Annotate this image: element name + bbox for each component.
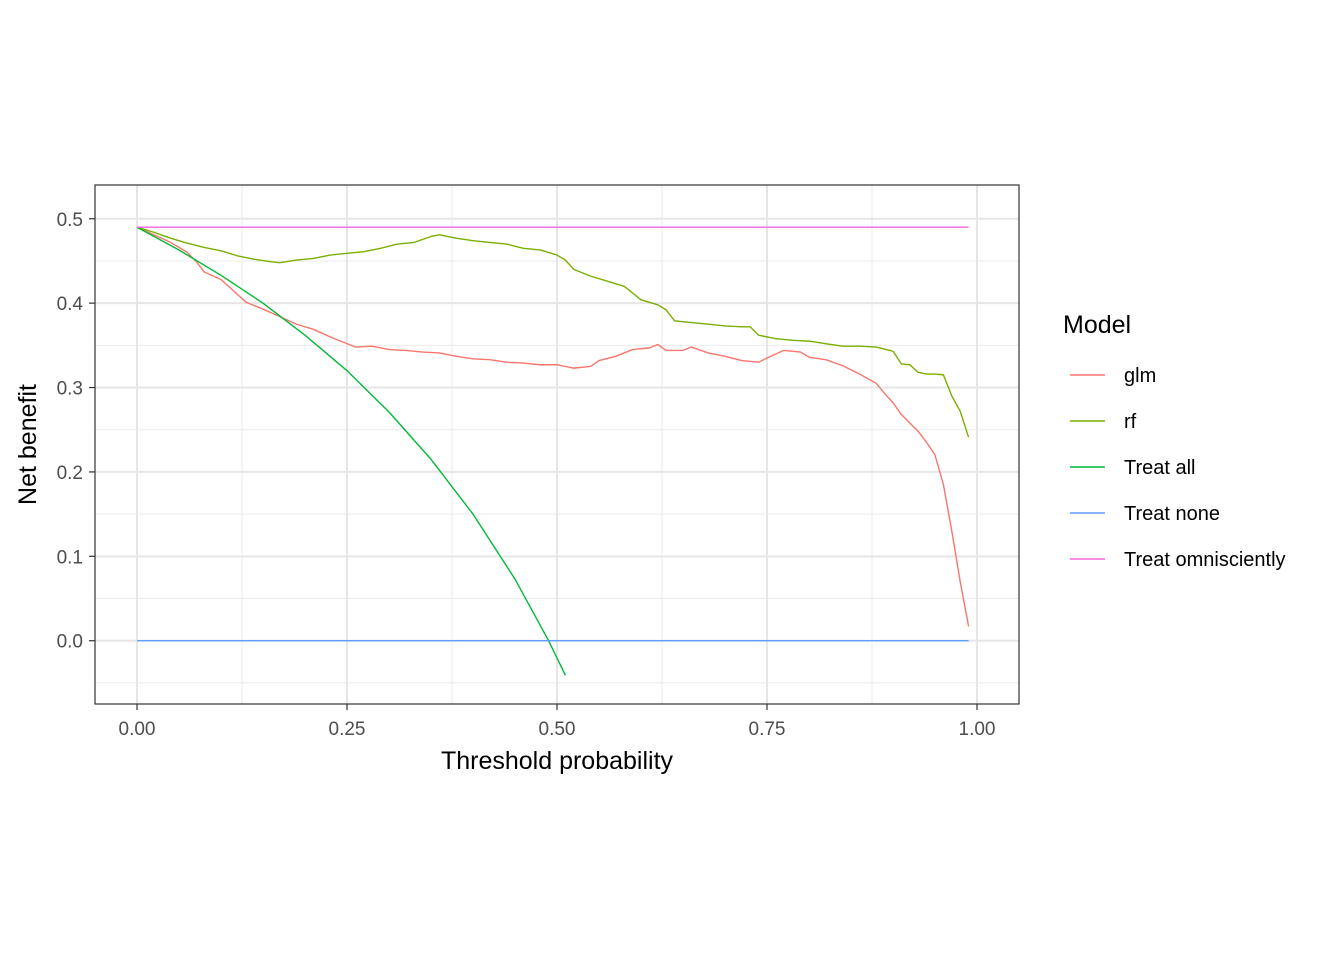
y-tick-label: 0.0 — [57, 632, 83, 653]
y-tick-label: 0.4 — [57, 294, 84, 315]
y-tick-label: 0.2 — [57, 463, 83, 484]
legend-label: Treat none — [1124, 503, 1220, 525]
x-tick-label: 0.50 — [539, 719, 576, 740]
legend-items: glm rf Treat all Treat none Treat omniscient… — [1070, 365, 1286, 571]
y-axis-title: Net benefit — [14, 384, 42, 505]
x-tick-label: 0.25 — [329, 719, 366, 740]
y-tick-label: 0.5 — [57, 210, 83, 231]
legend-label: Treat all — [1124, 457, 1196, 479]
legend-label: Treat omnisciently — [1124, 549, 1286, 571]
y-tick-label: 0.1 — [57, 547, 83, 568]
x-axis-title: Threshold probability — [441, 747, 674, 775]
series-line-rf — [136, 226, 970, 438]
legend-label: glm — [1124, 365, 1156, 387]
series-line-treat-all — [136, 226, 567, 676]
axis-layer: 0.00 0.25 0.50 0.75 1.00 0.0 0.1 0.2 0.3 0.4 0.5 — [57, 210, 996, 740]
grid-layer — [95, 185, 1019, 704]
x-tick-label: 0.00 — [119, 719, 156, 740]
series-layer — [136, 226, 970, 676]
legend-label: rf — [1124, 411, 1137, 433]
series-line-glm — [136, 226, 970, 627]
legend: Model glm rf Treat all Treat none Treat omni… — [1063, 311, 1286, 571]
x-tick-label: 0.75 — [749, 719, 786, 740]
y-tick-label: 0.3 — [57, 379, 83, 400]
x-tick-label: 1.00 — [959, 719, 996, 740]
legend-title: Model — [1063, 311, 1131, 339]
